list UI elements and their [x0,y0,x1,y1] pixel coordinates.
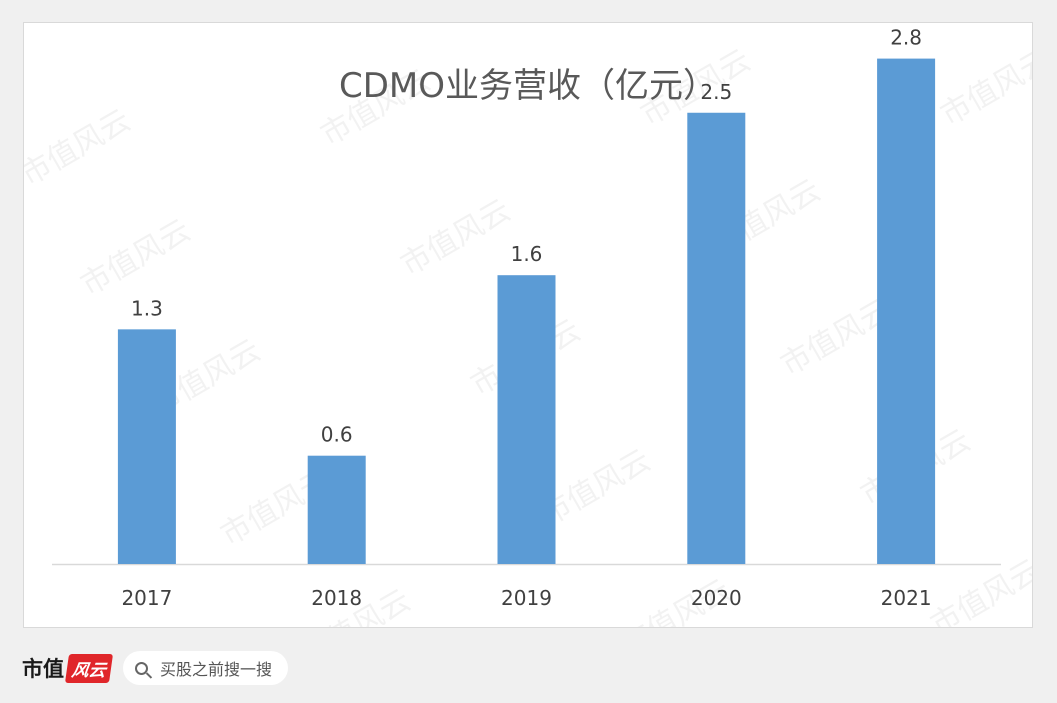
x-tick-2018: 2018 [311,586,362,610]
x-tick-2017: 2017 [121,586,172,610]
x-tick-2021: 2021 [881,586,932,610]
bar-2017 [117,329,176,564]
data-label-2017: 1.3 [131,296,163,320]
data-label-2021: 2.8 [890,26,922,50]
logo-text: 市值 [22,656,64,681]
search-icon [135,661,148,675]
search-box[interactable]: 买股之前搜一搜 [123,651,289,685]
bar-2021 [877,58,936,564]
bar-2020 [687,112,746,564]
chart-title: CDMO业务营收（亿元） [338,66,718,106]
x-tick-2020: 2020 [691,586,742,610]
bar-2018 [307,455,366,564]
x-tick-labels-group: 2017 2018 2019 2020 2021 [121,586,931,610]
data-label-2019: 1.6 [511,242,543,266]
logo-mark: 风云 [64,653,114,683]
brand-logo[interactable]: 市值 风云 [22,653,114,683]
footer-bar: 市值 风云 买股之前搜一搜 [22,650,289,686]
data-label-2020: 2.5 [700,80,732,104]
chart-card: 市值风云 市值风云 市值风云 市值风云 市值风云 市值风云 市值风云 市值风云 … [23,22,1033,628]
bar-chart: 1.3 0.6 1.6 2.5 2.8 2017 2018 2019 2020 2021 [52,26,1001,610]
bars-group [117,58,936,564]
data-label-2018: 0.6 [321,423,353,447]
search-text: 买股之前搜一搜 [160,660,273,679]
x-tick-2019: 2019 [501,586,552,610]
bar-2019 [497,275,556,564]
data-labels-group: 1.3 0.6 1.6 2.5 2.8 [131,26,922,447]
